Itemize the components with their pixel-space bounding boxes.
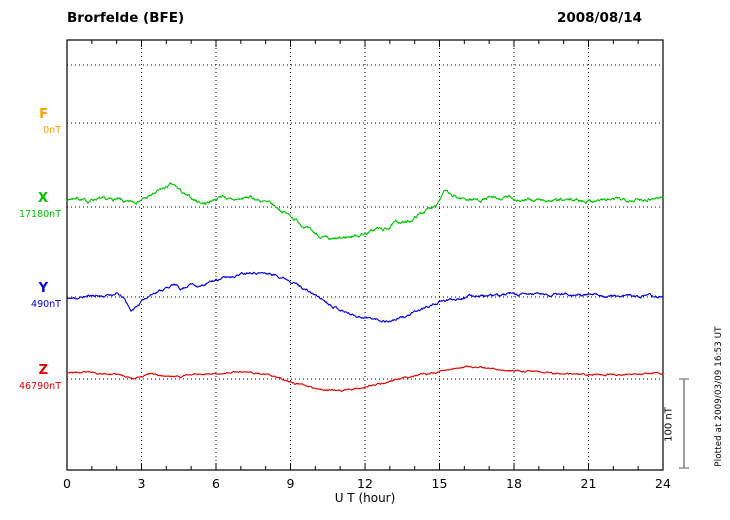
series-label-x: X [37,191,48,206]
plotted-at-note: Plotted at 2009/03/09 16:53 UT [714,326,724,467]
plot-frame [66,39,664,471]
trace-z [66,365,664,392]
series-baseline-z: 46790nT [18,381,61,392]
series-label-f: F [39,107,48,122]
station-title: Brorfelde (BFE) [67,10,185,26]
series-baseline-f: 0nT [43,125,61,136]
scale-bar-label: 100 nT [663,407,675,442]
trace-y [66,271,664,323]
date-label: 2008/08/14 [556,10,642,26]
trace-x [66,182,664,241]
x-tick-label: 0 [63,476,71,491]
series-baseline-y: 490nT [31,299,61,310]
x-tick-label: 6 [212,476,220,491]
x-tick-label: 9 [287,476,295,491]
series-label-z: Z [38,363,48,378]
x-tick-label: 12 [357,476,373,491]
x-tick-label: 18 [506,476,522,491]
series-baseline-x: 17180nT [18,209,61,220]
x-tick-label: 15 [432,476,448,491]
x-tick-label: 21 [581,476,597,491]
x-tick-label: 24 [655,476,671,491]
x-axis-title: U T (hour) [334,491,396,505]
series-label-y: Y [38,281,48,296]
x-tick-label: 3 [138,476,146,491]
